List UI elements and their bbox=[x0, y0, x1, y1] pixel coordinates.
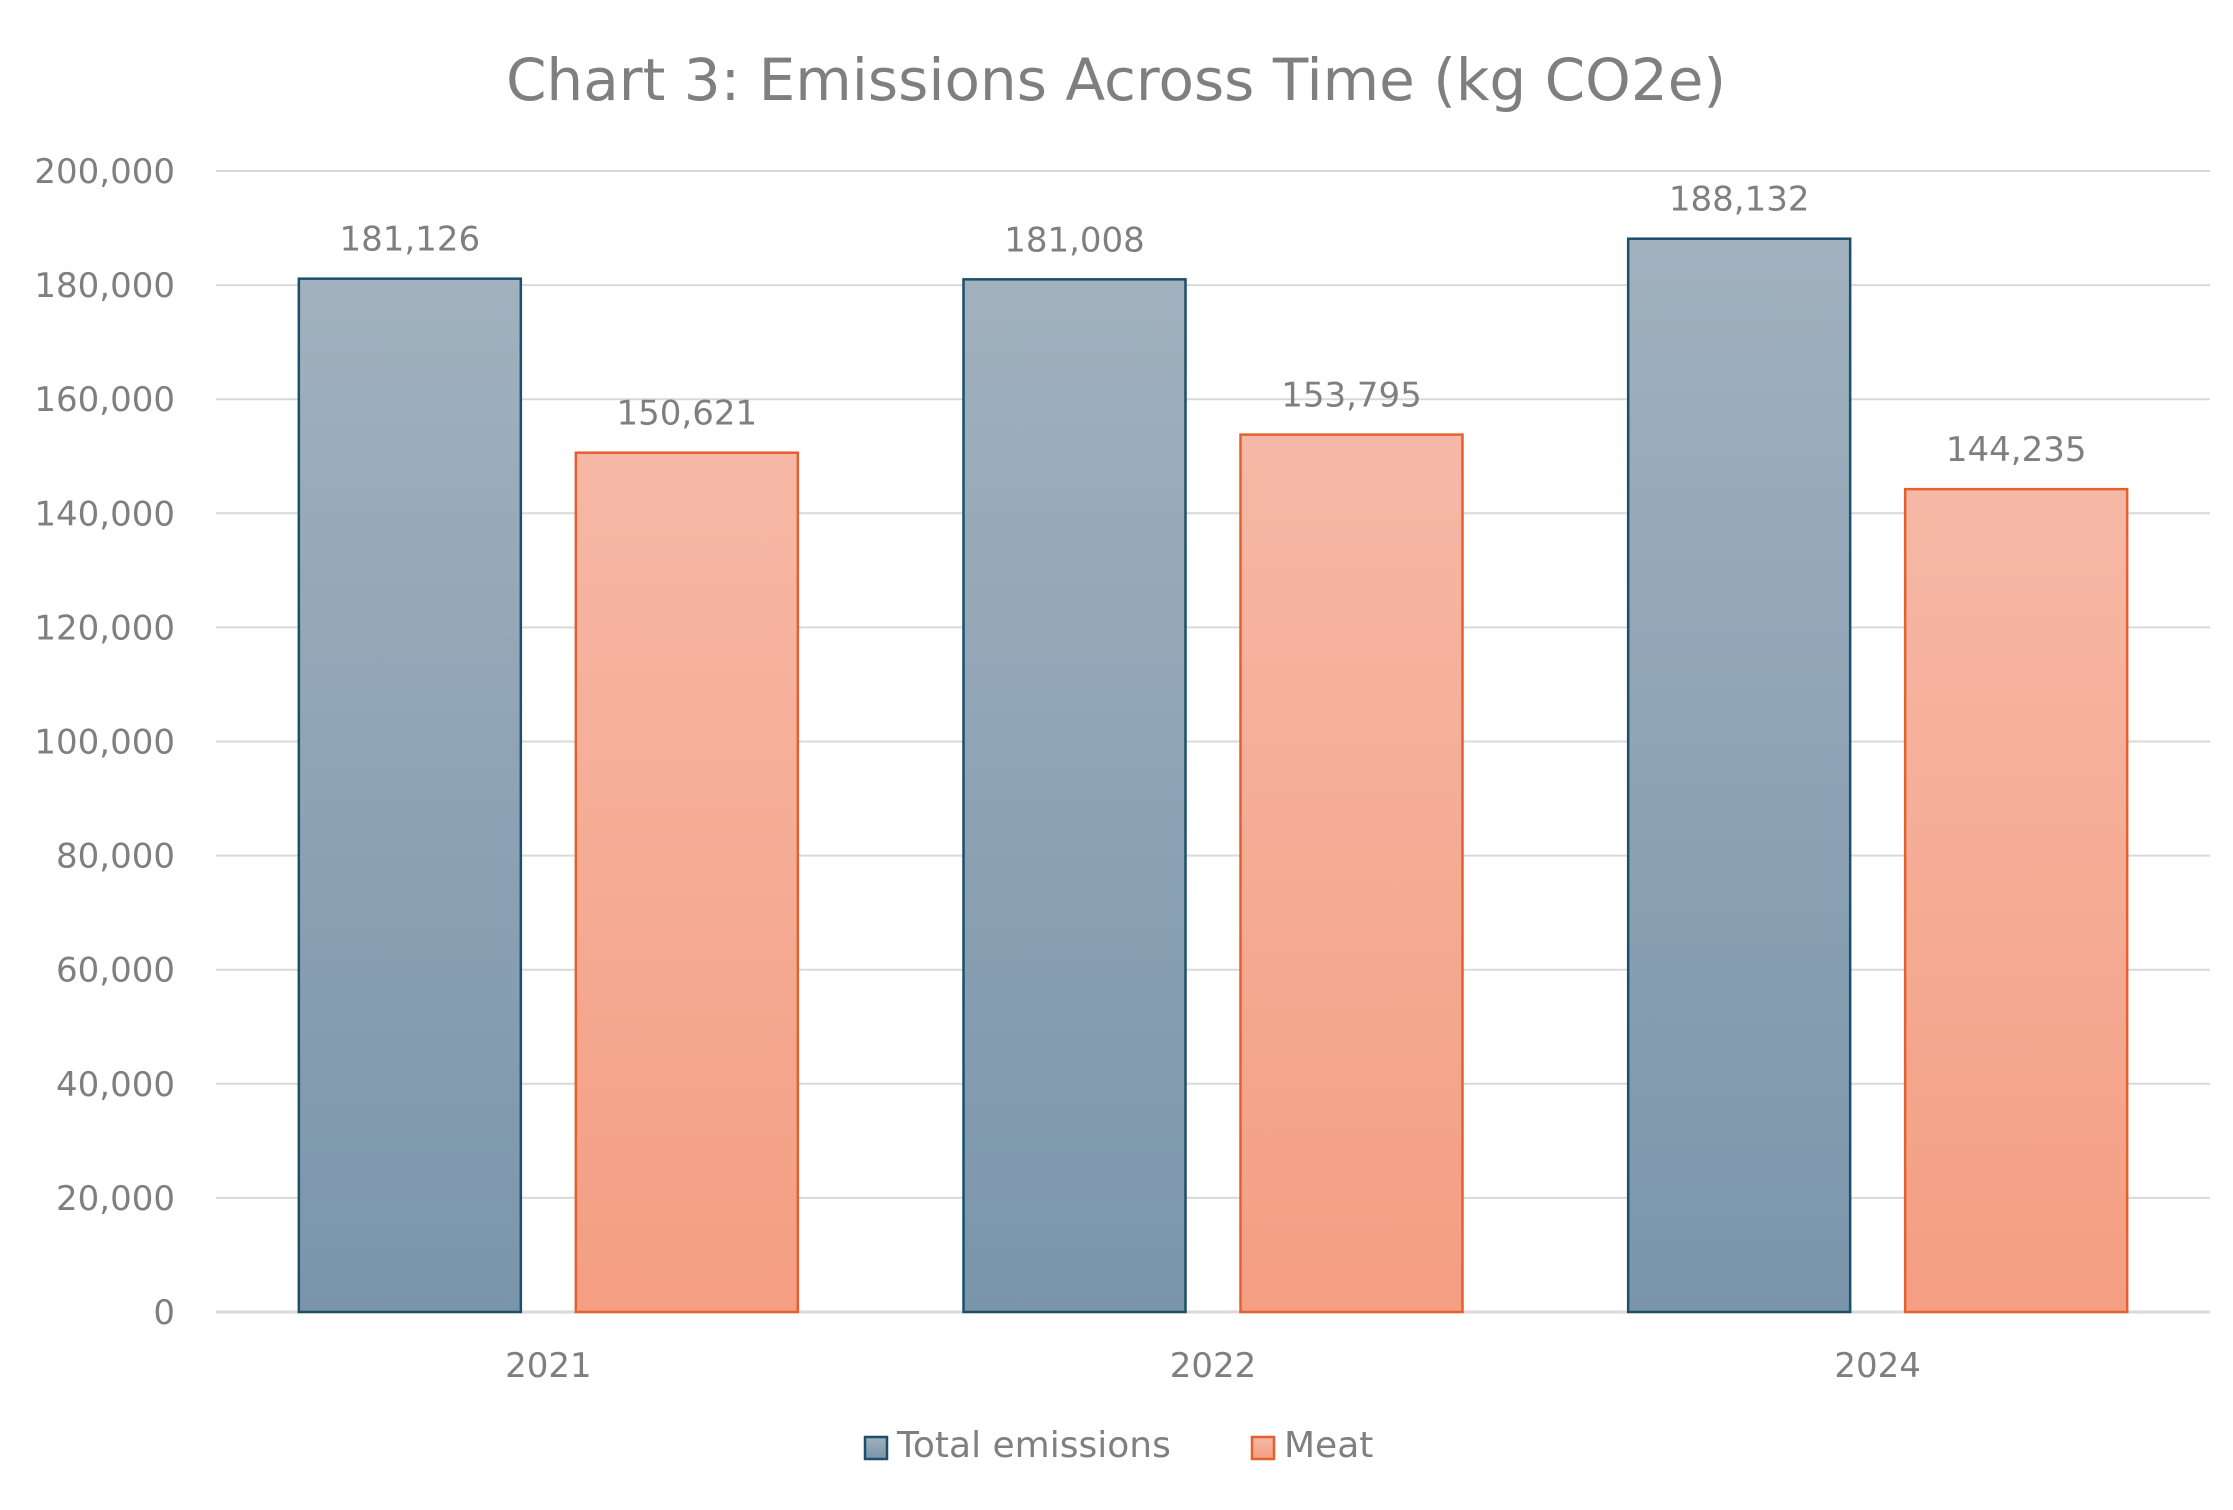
y-tick-label: 120,000 bbox=[34, 608, 175, 648]
legend-swatch bbox=[1250, 1435, 1276, 1461]
bar-total-emissions-2021 bbox=[297, 277, 523, 1314]
data-label: 153,795 bbox=[1281, 376, 1422, 416]
legend-swatch bbox=[863, 1435, 889, 1461]
chart-title: Chart 3: Emissions Across Time (kg CO2e) bbox=[506, 46, 1726, 114]
y-tick-label: 80,000 bbox=[56, 837, 175, 877]
legend: Total emissions Meat bbox=[863, 1425, 1373, 1466]
data-label: 150,621 bbox=[617, 394, 758, 434]
bar-meat-2024 bbox=[1903, 487, 2129, 1314]
y-tick-label: 40,000 bbox=[56, 1065, 175, 1105]
y-tick-label: 200,000 bbox=[34, 152, 175, 192]
y-tick-label: 100,000 bbox=[34, 723, 175, 763]
data-labels: 181,126 150,621 181,008 153,795 188,132 144,2… bbox=[340, 180, 2087, 470]
x-axis-ticks: 2021 2022 2024 bbox=[505, 1346, 1921, 1386]
bar-total-emissions-2024 bbox=[1626, 237, 1852, 1314]
y-axis-ticks: 0 20,000 40,000 60,000 80,000 100,000 120,000 1… bbox=[34, 152, 175, 1333]
y-tick-label: 60,000 bbox=[56, 951, 175, 991]
data-label: 188,132 bbox=[1669, 180, 1810, 220]
y-tick-label: 140,000 bbox=[34, 494, 175, 534]
x-tick-label: 2021 bbox=[505, 1346, 592, 1386]
x-tick-label: 2024 bbox=[1834, 1346, 1921, 1386]
bar-meat-2022 bbox=[1239, 433, 1464, 1314]
gridlines bbox=[216, 170, 2210, 1314]
data-label: 144,235 bbox=[1946, 430, 2087, 470]
legend-label: Total emissions bbox=[896, 1425, 1171, 1466]
y-tick-label: 160,000 bbox=[34, 380, 175, 420]
y-tick-label: 20,000 bbox=[56, 1179, 175, 1219]
data-label: 181,126 bbox=[340, 220, 481, 260]
y-tick-label: 180,000 bbox=[34, 266, 175, 306]
bars bbox=[297, 237, 2129, 1314]
legend-label: Meat bbox=[1284, 1425, 1373, 1466]
data-label: 181,008 bbox=[1004, 220, 1145, 260]
x-tick-label: 2022 bbox=[1170, 1346, 1257, 1386]
bar-total-emissions-2022 bbox=[962, 278, 1187, 1314]
y-tick-label: 0 bbox=[153, 1293, 175, 1333]
bar-meat-2021 bbox=[574, 451, 800, 1314]
